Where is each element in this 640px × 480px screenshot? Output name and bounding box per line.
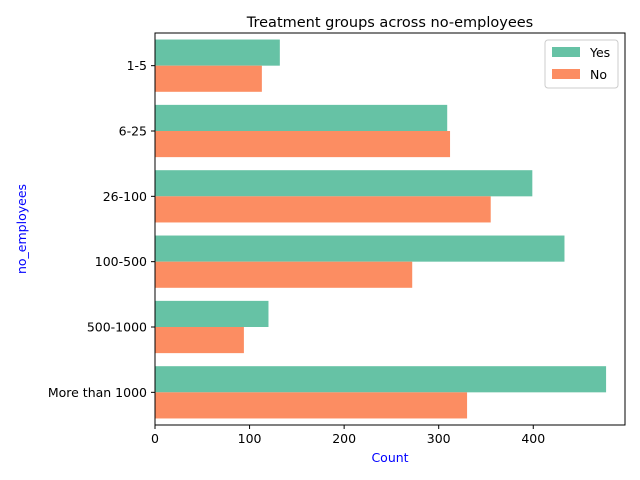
- bar-yes-4: [155, 300, 269, 327]
- bars-group: [155, 39, 607, 419]
- x-axis-ticks: 0 100 200 300 400: [151, 425, 545, 446]
- bar-yes-3: [155, 235, 565, 262]
- y-axis-label: no_employees: [14, 184, 29, 274]
- x-axis-label: Count: [371, 450, 408, 465]
- y-tick-label: 6-25: [119, 124, 147, 139]
- bar-yes-5: [155, 366, 607, 393]
- y-tick-label: 1-5: [127, 58, 147, 73]
- bar-no-5: [155, 392, 468, 419]
- bar-no-4: [155, 327, 244, 354]
- bar-yes-2: [155, 170, 533, 197]
- x-tick-label: 200: [332, 431, 356, 446]
- bar-no-0: [155, 65, 262, 92]
- bar-no-1: [155, 131, 451, 158]
- bar-yes-0: [155, 39, 280, 66]
- y-tick-label: 100-500: [95, 254, 147, 269]
- y-tick-label: More than 1000: [48, 385, 147, 400]
- x-tick-label: 400: [521, 431, 545, 446]
- bar-no-2: [155, 196, 491, 223]
- legend-swatch-no: [552, 69, 580, 79]
- bar-yes-1: [155, 104, 448, 131]
- legend-swatch-yes: [552, 47, 580, 57]
- y-axis-ticks: 1-5 6-25 26-100 100-500 500-1000 More than 10…: [48, 58, 155, 400]
- plot-area-frame: [154, 32, 626, 426]
- x-tick-label: 100: [238, 431, 262, 446]
- x-tick-label: 300: [427, 431, 451, 446]
- legend-label-no: No: [590, 67, 607, 82]
- x-tick-label: 0: [151, 431, 159, 446]
- y-tick-label: 26-100: [103, 189, 147, 204]
- legend: Yes No: [544, 39, 619, 89]
- chart-title: Treatment groups across no-employees: [246, 15, 533, 31]
- bar-no-3: [155, 261, 413, 288]
- y-tick-label: 500-1000: [87, 320, 147, 335]
- legend-label-yes: Yes: [589, 45, 610, 60]
